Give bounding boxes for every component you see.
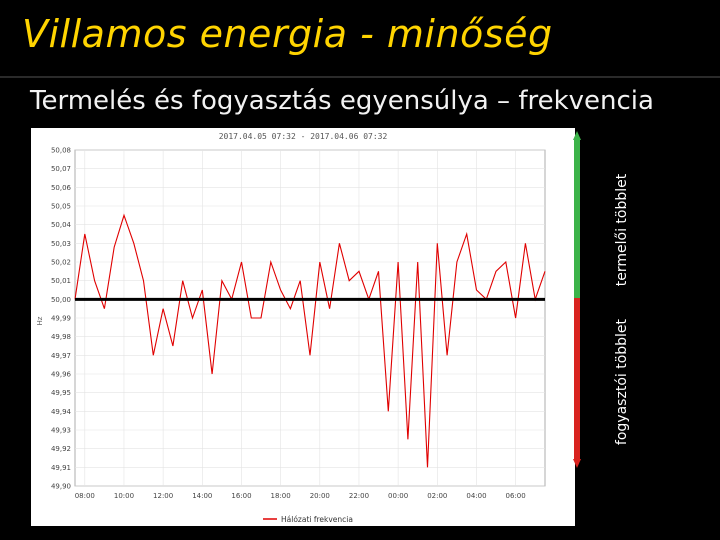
y-tick-label: 50,08 (51, 147, 71, 155)
y-tick-labels: 50,08 50,07 50,06 50,05 50,04 50,03 50,02 50,01… (51, 147, 72, 491)
x-tick-label: 04:00 (466, 492, 486, 500)
y-tick-label: 49,96 (51, 371, 72, 379)
y-tick-label: 49,90 (51, 483, 71, 491)
y-axis-unit: Hz (36, 316, 44, 325)
frequency-chart: 2017.04.05 07:32 - 2017.04.06 07:32 Hz 5… (36, 132, 546, 524)
y-tick-label: 49,97 (51, 352, 71, 360)
chart-panel: 2017.04.05 07:32 - 2017.04.06 07:32 Hz 5… (31, 128, 575, 526)
legend: Hálózati frekvencia (263, 515, 353, 524)
x-tick-label: 00:00 (388, 492, 408, 500)
series-line (74, 213, 546, 468)
slide-title: Villamos energia - minőség (22, 12, 553, 56)
x-tick-label: 12:00 (153, 492, 173, 500)
consumption-surplus-label: fogyasztói többlet (614, 318, 630, 446)
y-tick-label: 49,94 (51, 408, 72, 416)
y-tick-label: 49,98 (51, 333, 71, 341)
x-tick-label: 06:00 (506, 492, 526, 500)
x-tick-label: 16:00 (231, 492, 251, 500)
y-tick-label: 50,03 (51, 240, 71, 248)
y-tick-label: 50,00 (51, 296, 71, 304)
grid (74, 149, 546, 487)
y-tick-label: 50,04 (51, 221, 72, 229)
series-group (74, 213, 546, 468)
y-tick-label: 50,06 (51, 184, 72, 192)
x-tick-label: 10:00 (114, 492, 134, 500)
chart-title: 2017.04.05 07:32 - 2017.04.06 07:32 (219, 132, 388, 141)
y-tick-label: 50,02 (51, 259, 71, 267)
y-tick-label: 49,95 (51, 389, 71, 397)
x-tick-label: 14:00 (192, 492, 212, 500)
x-tick-label: 20:00 (310, 492, 330, 500)
production-surplus-label: termelői többlet (614, 173, 630, 287)
y-tick-label: 49,93 (51, 427, 71, 435)
slide-subtitle: Termelés és fogyasztás egyensúlya – frek… (30, 86, 654, 116)
legend-label: Hálózati frekvencia (281, 515, 353, 524)
x-tick-label: 02:00 (427, 492, 447, 500)
x-tick-labels: 08:00 10:00 12:00 14:00 16:00 18:00 20:00 22:00… (75, 492, 526, 500)
x-tick-label: 08:00 (75, 492, 95, 500)
y-tick-label: 50,07 (51, 165, 71, 173)
x-tick-label: 18:00 (271, 492, 291, 500)
y-tick-label: 50,05 (51, 203, 71, 211)
x-tick-label: 22:00 (349, 492, 369, 500)
y-tick-label: 50,01 (51, 277, 71, 285)
y-tick-label: 49,99 (51, 315, 71, 323)
title-band: Villamos energia - minőség (0, 0, 720, 78)
y-tick-label: 49,91 (51, 464, 71, 472)
y-tick-label: 49,92 (51, 445, 71, 453)
